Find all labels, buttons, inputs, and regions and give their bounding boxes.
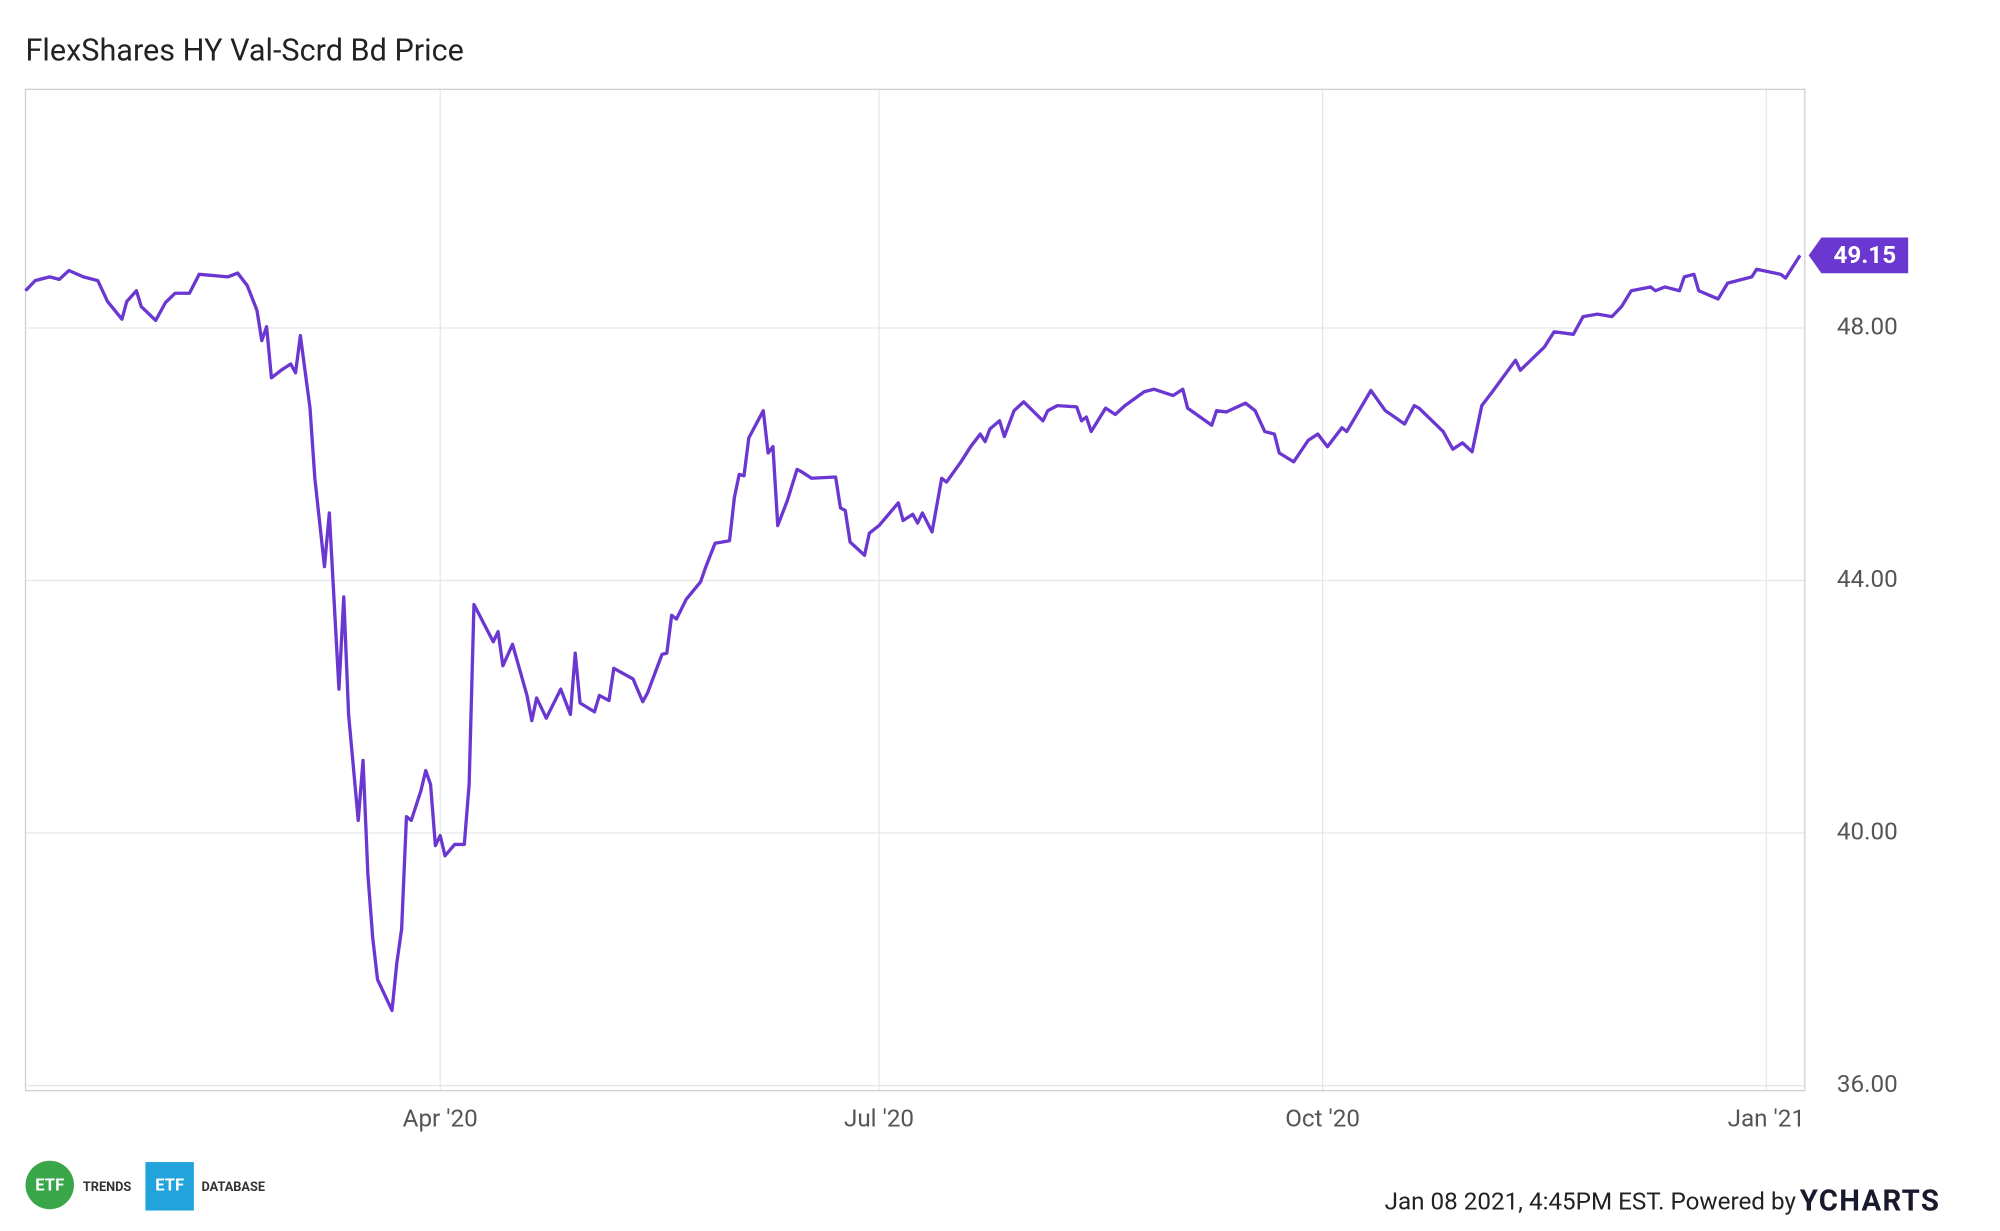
last-value-label: 49.15 xyxy=(1833,241,1896,269)
x-tick-label: Oct '20 xyxy=(1285,1104,1360,1132)
y-tick-label: 40.00 xyxy=(1837,817,1898,845)
plot-frame xyxy=(24,88,1806,1092)
logo-1-text: TRENDS xyxy=(83,1180,132,1195)
logo-2-badge xyxy=(145,1162,194,1211)
logo-1-mark: ETF xyxy=(35,1177,64,1196)
last-value-tag xyxy=(1808,237,1909,274)
y-tick-label: 44.00 xyxy=(1837,565,1898,593)
timestamp: Jan 08 2021, 4:45PM EST. Powered by xyxy=(1385,1187,1797,1215)
chart-title: FlexShares HY Val-Scrd Bd Price xyxy=(26,33,464,68)
series xyxy=(24,254,1802,1013)
logo-1-badge xyxy=(25,1160,74,1210)
footer: ETF TRENDS ETF DATABASE Jan 08 2021, 4:4… xyxy=(25,1160,1940,1219)
y-tick-label: 48.00 xyxy=(1837,312,1898,340)
brand: YCHARTS xyxy=(1800,1185,1940,1219)
x-tick-label: Jan '21 xyxy=(1728,1104,1805,1132)
logo-2-mark: ETF xyxy=(155,1177,184,1196)
x-tick-label: Apr '20 xyxy=(403,1104,478,1132)
price-line xyxy=(24,254,1802,1013)
x-tick-label: Jul '20 xyxy=(844,1104,914,1132)
logo-2-text: DATABASE xyxy=(202,1180,265,1195)
y-tick-label: 36.00 xyxy=(1837,1070,1898,1098)
grid xyxy=(25,89,1805,1091)
